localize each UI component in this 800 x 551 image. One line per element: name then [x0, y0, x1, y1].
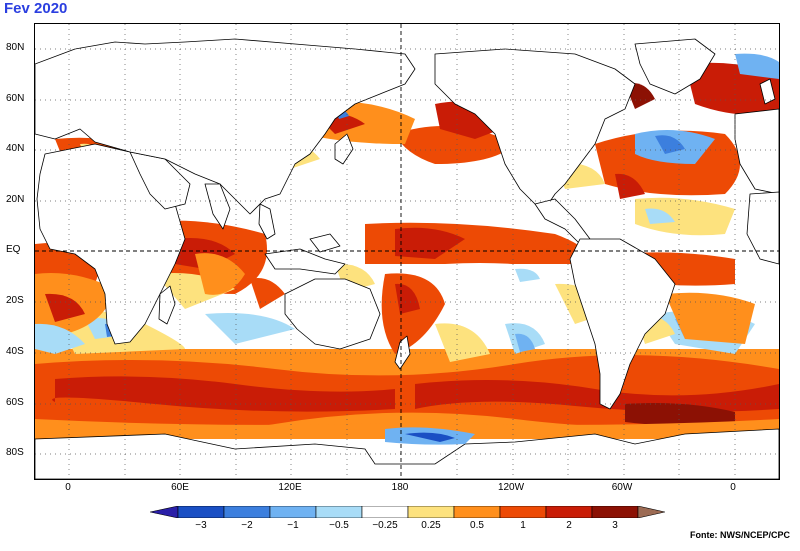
source-credit: Fonte: NWS/NCEP/CPC	[690, 530, 790, 540]
land-new-zealand	[394, 335, 411, 370]
legend-label-p2: 2	[566, 520, 572, 531]
legend-label-m1: −1	[287, 520, 299, 531]
land-north-america	[434, 48, 636, 210]
legend-swatch-below-min	[150, 506, 179, 518]
land-arabia	[129, 151, 191, 210]
lon-label-0-east: 0	[730, 482, 736, 493]
land-madagascar	[158, 285, 176, 325]
map-canvas	[35, 24, 779, 479]
land-australia	[284, 278, 381, 350]
land-greenland	[634, 38, 716, 95]
legend-swatch-p1-p2	[499, 506, 547, 518]
lat-label-40n: 40N	[6, 143, 25, 154]
landmasses	[35, 38, 779, 410]
legend-swatch-m1-m05	[269, 506, 317, 518]
lat-label-20s: 20S	[6, 295, 24, 306]
legend-label-p3: 3	[612, 520, 618, 531]
lon-label-0-west: 0	[65, 482, 71, 493]
lat-label-20n: 20N	[6, 194, 25, 205]
legend-swatch-gt-p3	[591, 506, 639, 518]
legend-swatch-m05-m025	[315, 506, 363, 518]
lat-label-80s: 80S	[6, 447, 24, 458]
legend-swatch-p025-p05	[407, 506, 455, 518]
legend-swatch-lt-m2	[177, 506, 225, 518]
lat-label-eq: EQ	[6, 244, 21, 255]
land-japan	[334, 133, 354, 165]
legend-label-m2: −2	[241, 520, 253, 531]
legend-label-p025: 0.25	[421, 520, 441, 531]
legend-swatch-neutral	[361, 506, 409, 518]
legend-swatch-above-max	[637, 506, 665, 518]
lat-label-80n: 80N	[6, 42, 25, 53]
lat-label-40s: 40S	[6, 346, 24, 357]
legend-label-m025: −0.25	[372, 520, 398, 531]
land-south-america	[569, 238, 676, 410]
lon-label-120e: 120E	[278, 482, 302, 493]
lon-label-120w: 120W	[497, 482, 525, 493]
graticule	[35, 24, 779, 479]
lat-label-60n: 60N	[6, 93, 25, 104]
antarctica	[35, 428, 779, 479]
lat-label-60s: 60S	[6, 397, 24, 408]
legend-swatch-p2-p3	[545, 506, 593, 518]
reference-lines	[35, 24, 779, 479]
lon-label-180: 180	[391, 482, 409, 493]
legend-swatch-p05-p1	[453, 506, 501, 518]
legend-label-m05: −0.5	[329, 520, 349, 531]
legend-label-p1: 1	[520, 520, 526, 531]
legend-colorbar	[150, 506, 665, 518]
map-title: Fev 2020	[4, 0, 68, 17]
lon-label-60w: 60W	[611, 482, 633, 493]
legend-swatch-m2-m1	[223, 506, 271, 518]
legend-label-m3: −3	[195, 520, 207, 531]
sst-anomaly-map	[34, 23, 780, 480]
land-eurasia	[35, 38, 416, 215]
legend-label-p05: 0.5	[470, 520, 484, 531]
lon-label-60e: 60E	[171, 482, 189, 493]
